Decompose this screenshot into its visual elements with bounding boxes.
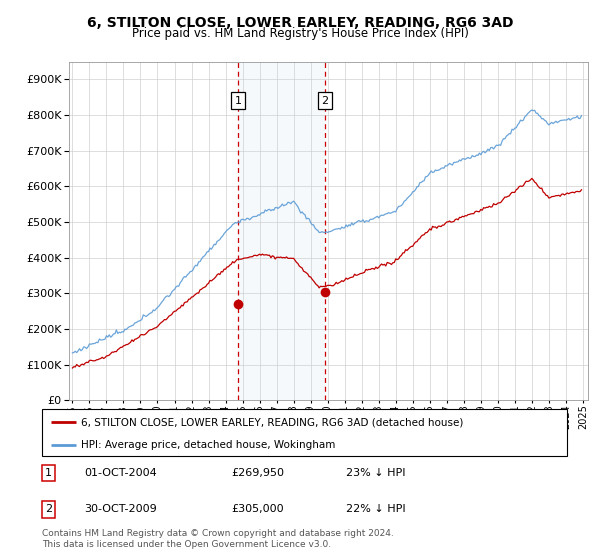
- Text: 23% ↓ HPI: 23% ↓ HPI: [347, 468, 406, 478]
- Text: Price paid vs. HM Land Registry's House Price Index (HPI): Price paid vs. HM Land Registry's House …: [131, 27, 469, 40]
- Text: 6, STILTON CLOSE, LOWER EARLEY, READING, RG6 3AD: 6, STILTON CLOSE, LOWER EARLEY, READING,…: [87, 16, 513, 30]
- Text: 2: 2: [45, 505, 52, 515]
- Text: 6, STILTON CLOSE, LOWER EARLEY, READING, RG6 3AD (detached house): 6, STILTON CLOSE, LOWER EARLEY, READING,…: [82, 417, 464, 427]
- Text: 30-OCT-2009: 30-OCT-2009: [84, 505, 157, 515]
- Text: 01-OCT-2004: 01-OCT-2004: [84, 468, 157, 478]
- Text: 1: 1: [45, 468, 52, 478]
- Text: 1: 1: [235, 96, 242, 106]
- Text: £305,000: £305,000: [231, 505, 284, 515]
- Text: HPI: Average price, detached house, Wokingham: HPI: Average price, detached house, Woki…: [82, 440, 336, 450]
- Text: 2: 2: [321, 96, 328, 106]
- Text: £269,950: £269,950: [231, 468, 284, 478]
- Text: Contains HM Land Registry data © Crown copyright and database right 2024.
This d: Contains HM Land Registry data © Crown c…: [42, 529, 394, 549]
- Text: 22% ↓ HPI: 22% ↓ HPI: [347, 505, 406, 515]
- Bar: [238, 62, 325, 400]
